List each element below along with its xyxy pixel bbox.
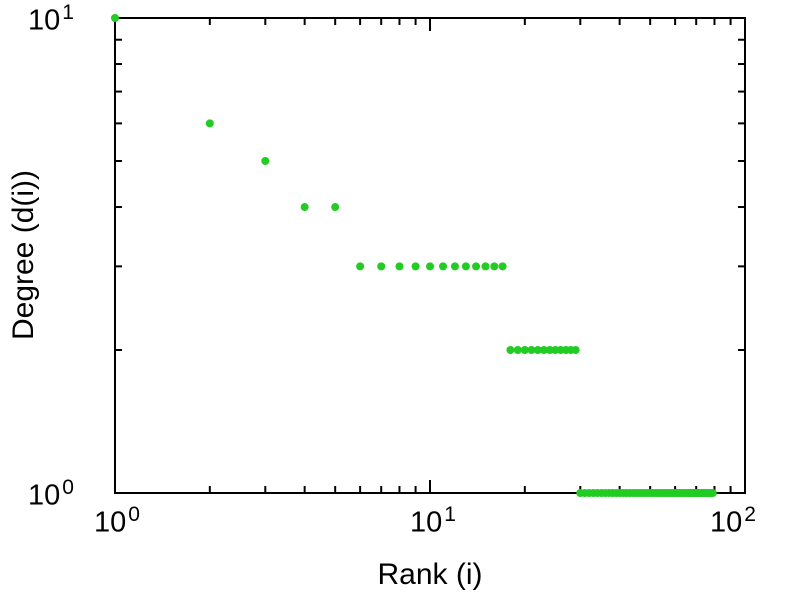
y-tick-exponent: 0: [62, 476, 74, 499]
data-point: [545, 346, 554, 355]
x-tick-exponent: 1: [444, 503, 456, 526]
x-tick-label-10e0: 100: [94, 504, 140, 538]
x-tick-base: 10: [94, 506, 127, 539]
data-point: [513, 346, 522, 355]
y-axis-label: Degree (d(i)): [7, 169, 40, 341]
data-point: [395, 262, 404, 271]
x-tick-exponent: 2: [744, 503, 756, 526]
data-point: [205, 119, 214, 128]
y-tick-label-10e0: 100: [28, 477, 74, 511]
data-point: [261, 156, 270, 165]
data-point: [411, 262, 420, 271]
data-point: [498, 262, 507, 271]
data-point: [300, 203, 309, 212]
data-point: [426, 262, 434, 271]
x-tick-label-10e1: 101: [410, 504, 456, 538]
data-point: [377, 262, 386, 271]
data-point: [111, 14, 119, 22]
data-point: [331, 203, 340, 212]
data-point: [439, 262, 448, 271]
x-axis-label: Rank (i): [377, 558, 483, 591]
data-point: [472, 262, 481, 271]
data-point: [708, 489, 717, 497]
x-tick-base: 10: [410, 506, 443, 539]
data-point: [481, 262, 490, 271]
x-tick-label-10e2: 102: [710, 504, 756, 538]
y-tick-base: 10: [28, 4, 61, 37]
x-tick-base: 10: [710, 506, 743, 539]
plot-box: [114, 17, 746, 494]
data-point: [571, 346, 580, 355]
data-point: [450, 262, 459, 271]
data-point: [533, 346, 542, 355]
data-point: [461, 262, 470, 271]
y-tick-base: 10: [28, 479, 61, 512]
data-point: [356, 262, 365, 271]
data-point: [527, 346, 536, 355]
data-point: [506, 346, 515, 355]
x-tick-exponent: 0: [128, 503, 140, 526]
data-point: [539, 346, 548, 355]
data-point: [490, 262, 499, 271]
y-tick-label-10e1: 101: [28, 2, 74, 36]
data-point: [520, 346, 529, 355]
y-tick-exponent: 1: [62, 1, 74, 24]
